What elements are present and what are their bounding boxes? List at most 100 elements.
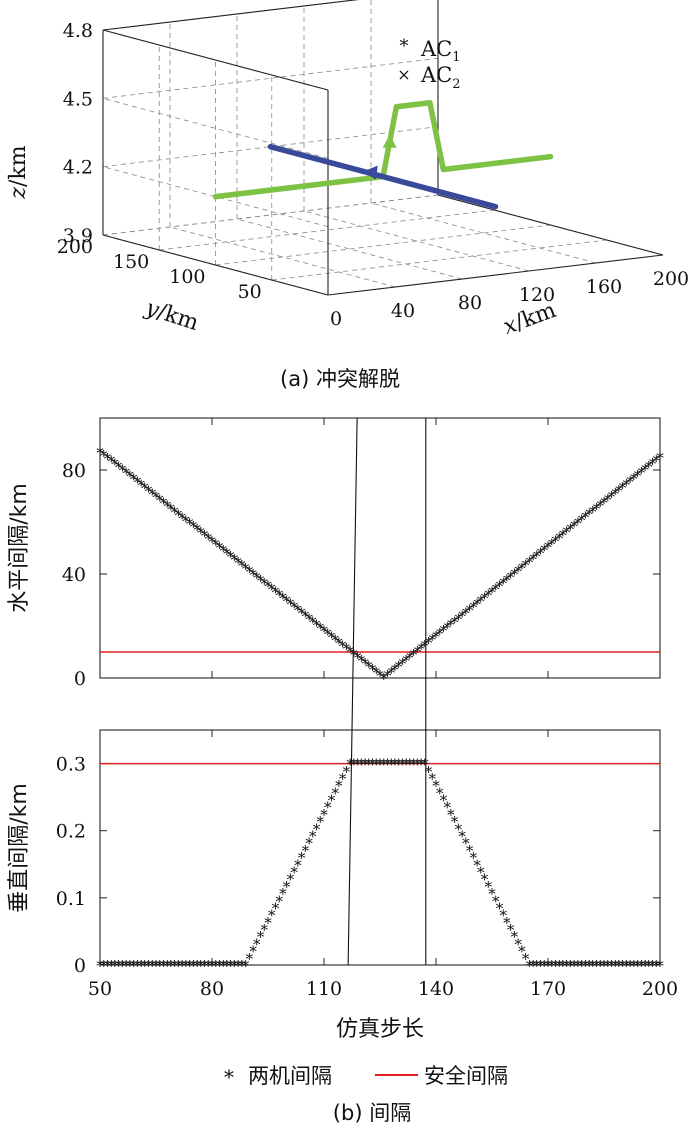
separation-point: *	[275, 587, 283, 605]
separation-point: *	[458, 828, 466, 846]
separation-point: *	[339, 637, 347, 655]
separation-point: *	[373, 756, 381, 774]
separation-point: *	[481, 871, 489, 889]
separation-point: *	[253, 935, 261, 953]
separation-point: *	[410, 646, 418, 664]
separation-point: *	[597, 497, 605, 515]
separation-point: *	[115, 459, 123, 477]
separation-point: *	[589, 503, 597, 521]
separation-point: *	[391, 661, 399, 679]
separation-point: *	[275, 892, 283, 910]
separation-point: *	[339, 770, 347, 788]
z-tick-label: 4.2	[63, 157, 93, 179]
floor-grid-y	[159, 209, 495, 251]
separation-point: *	[156, 957, 164, 975]
plot3d-box-edge	[327, 254, 664, 296]
separation-point: *	[522, 950, 530, 968]
separation-point: *	[126, 957, 134, 975]
separation-point: *	[216, 539, 224, 557]
separation-point: *	[279, 590, 287, 608]
conflict-window-line	[347, 417, 358, 966]
separation-point: *	[611, 957, 619, 975]
separation-point: *	[432, 777, 440, 795]
separation-point: *	[305, 835, 313, 853]
plot3d-box-edge	[102, 29, 329, 91]
backwall-grid-z	[102, 57, 439, 99]
separation-point: *	[193, 521, 201, 539]
separation-point: *	[253, 569, 261, 587]
caption-a: (a) 冲突解脱	[280, 367, 400, 391]
separation-point: *	[160, 494, 168, 512]
separation-point: *	[246, 950, 254, 968]
separation-point: *	[406, 649, 414, 667]
separation-point: *	[645, 957, 653, 975]
separation-point: *	[163, 497, 171, 515]
separation-point: *	[279, 885, 287, 903]
separation-point: *	[582, 957, 590, 975]
separation-point: *	[272, 584, 280, 602]
separation-point: *	[373, 664, 381, 682]
separation-point: *	[354, 649, 362, 667]
separation-point: *	[152, 488, 160, 506]
separation-point: *	[346, 643, 354, 661]
separation-point: *	[365, 756, 373, 774]
separation-point: *	[544, 957, 552, 975]
separation-point: *	[126, 468, 134, 486]
separation-point: *	[104, 957, 112, 975]
separation-point: *	[346, 756, 354, 774]
legend-marker-ac1: *	[400, 36, 409, 57]
y-tick-label: 0	[74, 955, 86, 977]
separation-point: *	[137, 477, 145, 495]
separation-point: *	[212, 536, 220, 554]
x-tick-label: 110	[306, 978, 342, 1000]
separation-point: *	[197, 957, 205, 975]
separation-point: *	[447, 616, 455, 634]
separation-point: *	[499, 574, 507, 592]
separation-point: *	[287, 596, 295, 614]
y-tick-label: 0	[74, 668, 86, 690]
separation-point: *	[160, 957, 168, 975]
separation-point: *	[242, 560, 250, 578]
separation-point: *	[343, 640, 351, 658]
separation-point: *	[358, 652, 366, 670]
separation-point: *	[526, 957, 534, 975]
legend-label-safe-separation: 安全间隔	[424, 1064, 508, 1088]
separation-point: *	[399, 756, 407, 774]
separation-point: *	[496, 577, 504, 595]
legend-entry-safe-separation: 安全间隔	[375, 1064, 508, 1088]
separation-point: *	[302, 607, 310, 625]
separation-point: *	[541, 957, 549, 975]
separation-point: *	[331, 784, 339, 802]
separation-point: *	[365, 658, 373, 676]
x-tick-label: 0	[330, 308, 342, 330]
y-tick-label: 50	[238, 281, 262, 303]
separation-point: *	[417, 640, 425, 658]
separation-point: *	[626, 473, 634, 491]
legend-label-ac2: AC2	[420, 63, 461, 92]
separation-point: *	[548, 536, 556, 554]
separation-point: *	[626, 957, 634, 975]
separation-point: *	[630, 957, 638, 975]
separation-point: *	[552, 533, 560, 551]
separation-point: *	[451, 813, 459, 831]
separation-point: *	[511, 565, 519, 583]
backwall-grid-z	[102, 194, 439, 236]
separation-point: *	[481, 589, 489, 607]
vertical-panel-ticks: 50 80 110 140 170 200 0 0.1 0.2 0.3	[56, 730, 678, 1000]
separation-point: *	[171, 503, 179, 521]
separation-point: *	[234, 554, 242, 572]
separation-point: *	[600, 957, 608, 975]
separation-point: *	[473, 595, 481, 613]
separation-point: *	[231, 957, 239, 975]
separation-point: *	[167, 957, 175, 975]
separation-point: *	[447, 806, 455, 824]
separation-point: *	[290, 863, 298, 881]
separation-point: *	[440, 792, 448, 810]
y-tick-label: 40	[62, 564, 86, 586]
separation-point: *	[317, 619, 325, 637]
separation-point: *	[462, 604, 470, 622]
separation-point: *	[380, 756, 388, 774]
backwall-grid-z	[102, 126, 439, 168]
